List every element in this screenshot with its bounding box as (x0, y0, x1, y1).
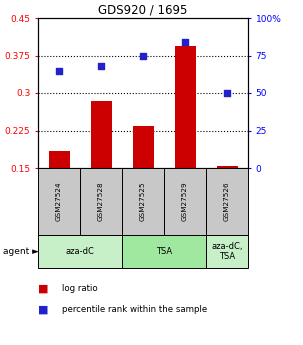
Text: ■: ■ (38, 284, 48, 294)
Bar (206, 168, 248, 235)
Bar (38, 235, 122, 268)
Title: GDS920 / 1695: GDS920 / 1695 (98, 4, 188, 17)
Text: GSM27526: GSM27526 (224, 182, 230, 221)
Text: GSM27529: GSM27529 (182, 182, 188, 221)
Text: percentile rank within the sample: percentile rank within the sample (62, 305, 208, 314)
Text: GSM27528: GSM27528 (98, 182, 104, 221)
Point (141, 53, 145, 58)
Bar (80, 168, 122, 235)
Bar (122, 235, 206, 268)
Text: ■: ■ (38, 304, 48, 314)
Point (183, 39, 188, 45)
Bar (132, 126, 154, 168)
Bar (217, 166, 238, 168)
Text: TSA: TSA (156, 247, 172, 256)
Bar (206, 235, 248, 268)
Text: aza-dC,
TSA: aza-dC, TSA (211, 242, 243, 261)
Bar (91, 100, 112, 168)
Point (57, 68, 62, 73)
Text: GSM27524: GSM27524 (56, 182, 62, 221)
Text: GSM27525: GSM27525 (140, 182, 146, 221)
Bar (122, 168, 164, 235)
Point (225, 90, 229, 96)
Point (98, 63, 103, 69)
Text: agent ►: agent ► (3, 247, 39, 256)
Bar (38, 168, 80, 235)
Bar (164, 168, 206, 235)
Text: aza-dC: aza-dC (65, 247, 95, 256)
Bar (175, 46, 195, 168)
Text: log ratio: log ratio (62, 284, 98, 293)
Bar (48, 150, 69, 168)
